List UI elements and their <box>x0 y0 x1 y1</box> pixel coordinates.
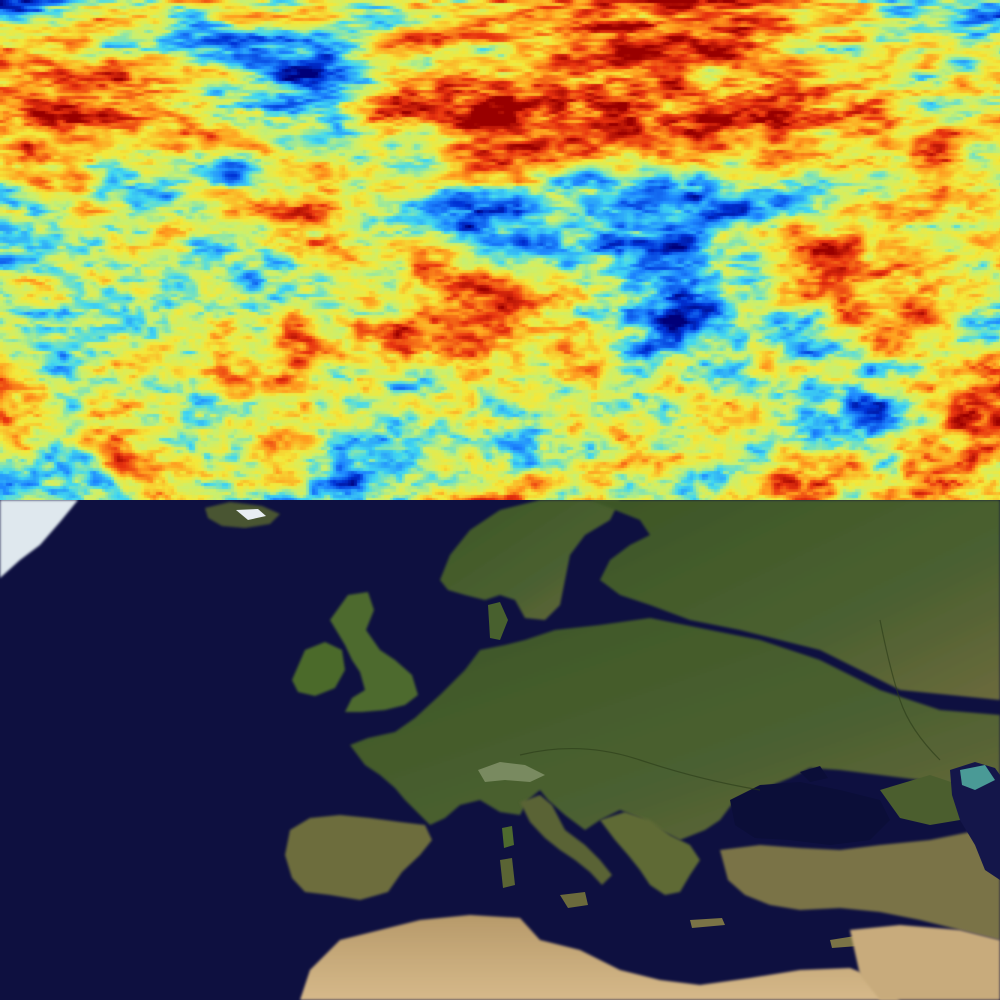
corsica-land <box>502 826 514 848</box>
europe-satellite-map <box>0 500 1000 1000</box>
alps-snow <box>478 762 545 782</box>
denmark-land <box>488 602 508 640</box>
caspian-sea <box>950 762 1000 880</box>
cmb-map-panel <box>0 0 1000 500</box>
caspian-shallows <box>960 765 995 790</box>
italy-land <box>520 795 612 885</box>
sicily-land <box>560 892 588 908</box>
scandinavia-land <box>440 500 620 620</box>
greenland-ice <box>0 500 78 578</box>
black-sea <box>730 782 890 845</box>
cmb-noise-map <box>0 0 1000 500</box>
anatolia-land <box>720 830 1000 940</box>
volga-river <box>879 619 941 761</box>
danube-river <box>519 747 761 791</box>
finland-russia-land <box>590 500 1000 700</box>
britain-land <box>330 592 418 712</box>
north-africa-land <box>300 915 900 1000</box>
cyprus-land <box>830 936 858 948</box>
iberia-land <box>285 815 432 900</box>
mainland-europe <box>350 618 1000 840</box>
ireland-land <box>292 642 345 696</box>
crete-land <box>690 918 725 928</box>
azov-sea <box>800 766 828 782</box>
sardinia-land <box>500 858 515 888</box>
europe-satellite-panel <box>0 500 1000 1000</box>
iceland-ice <box>236 509 266 520</box>
balkans-land <box>600 812 700 895</box>
middle-east-land <box>850 925 1000 1000</box>
